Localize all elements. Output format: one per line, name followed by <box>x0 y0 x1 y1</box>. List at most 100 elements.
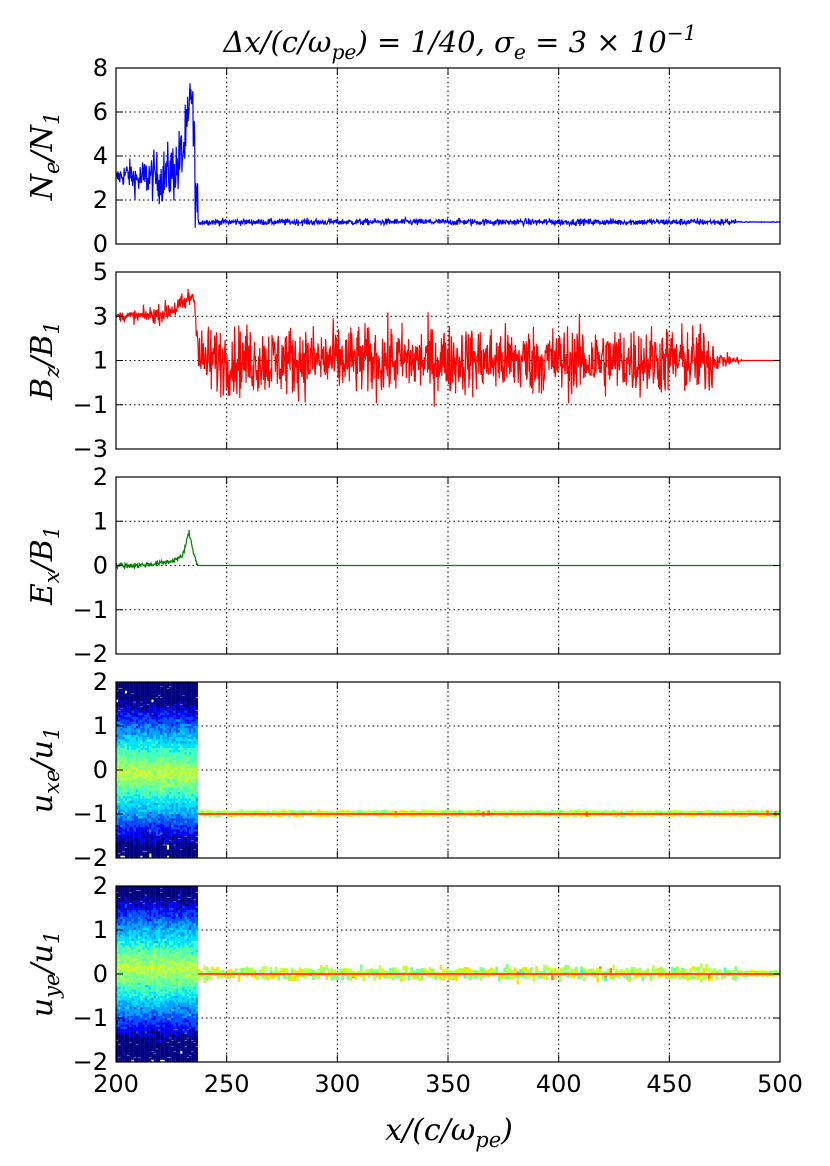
heatmap-cell <box>142 998 145 1003</box>
heatmap-cell <box>133 934 136 939</box>
heatmap-cell <box>149 998 152 1003</box>
heatmap-cell <box>146 956 150 961</box>
heatmap-cell <box>144 908 147 913</box>
heatmap-cell <box>191 695 194 700</box>
heatmap-cell <box>171 818 174 823</box>
heatmap-cell <box>162 785 165 790</box>
heatmap-cell <box>153 704 156 709</box>
heatmap-cell <box>144 912 147 917</box>
heatmap-cell <box>144 722 147 726</box>
heatmap-cell <box>120 693 123 698</box>
heatmap-cell <box>166 708 170 713</box>
heatmap-cell <box>135 805 139 810</box>
heatmap-cell <box>127 735 130 740</box>
heatmap-cell <box>144 996 147 1001</box>
heatmap-cell <box>122 761 125 766</box>
heatmap-cell <box>131 1044 134 1049</box>
heatmap-cell <box>135 851 139 856</box>
heatmap-cell <box>166 724 170 729</box>
heatmap-cell <box>149 974 152 979</box>
heatmap-cell <box>146 939 150 944</box>
heatmap-cell <box>131 928 134 933</box>
heatmap-cell <box>175 682 178 687</box>
heatmap-cell <box>184 746 187 751</box>
heatmap-cell <box>191 766 194 770</box>
heatmap-cell <box>131 816 134 821</box>
heatmap-cell <box>193 834 196 839</box>
heatmap-cell <box>131 985 134 990</box>
heatmap-cell <box>195 750 198 755</box>
heatmap-cell <box>122 910 125 915</box>
heatmap-cell <box>127 733 130 737</box>
heatmap-cell <box>191 730 194 735</box>
heatmap-cell <box>124 686 128 691</box>
heatmap-cell <box>173 755 176 759</box>
heatmap-cell <box>124 981 128 985</box>
heatmap-cell <box>162 697 165 702</box>
heatmap-cell <box>129 985 132 990</box>
heatmap-cell <box>116 970 119 974</box>
heatmap-cell <box>162 816 165 821</box>
heatmap-cell <box>142 836 145 841</box>
heatmap-cell <box>146 779 150 784</box>
heatmap-cell <box>144 711 147 715</box>
heatmap-cell <box>122 1029 125 1034</box>
heatmap-cell <box>127 976 130 981</box>
heatmap-cell <box>133 890 136 895</box>
heatmap-cell <box>135 956 139 961</box>
heatmap-cell <box>138 1027 141 1032</box>
heatmap-cell <box>146 1007 150 1012</box>
heatmap-cell <box>182 774 185 779</box>
heatmap-cell <box>189 757 192 762</box>
heatmap-cell <box>142 976 145 981</box>
heatmap-cell <box>142 779 145 784</box>
heatmap-cell <box>140 886 143 891</box>
heatmap-cell <box>180 818 183 823</box>
heatmap-cell <box>164 836 167 841</box>
heatmap-cell <box>155 768 159 773</box>
heatmap-cell <box>124 961 128 966</box>
heatmap-cell <box>195 744 198 748</box>
heatmap-cell <box>122 987 125 992</box>
heatmap-cell <box>186 741 190 746</box>
heatmap-cell <box>140 998 143 1003</box>
heatmap-cell <box>118 965 121 970</box>
heatmap-cell <box>135 932 139 937</box>
heatmap-cell <box>173 836 176 841</box>
heatmap-cell <box>129 816 132 821</box>
heatmap-cell <box>122 970 125 974</box>
heatmap-cell <box>129 917 132 922</box>
heatmap-cell <box>127 886 130 891</box>
heatmap-cell <box>138 890 141 895</box>
heatmap-cell <box>153 724 156 729</box>
heatmap-cell <box>131 943 134 948</box>
heatmap-cell <box>173 832 176 836</box>
heatmap-cell <box>133 912 136 917</box>
heatmap-cell <box>140 774 143 779</box>
heatmap-cell <box>155 783 159 788</box>
heatmap-cell <box>171 821 174 825</box>
heatmap-cell <box>118 766 121 770</box>
heatmap-cell <box>133 1044 136 1049</box>
heatmap-cell <box>146 921 150 926</box>
heatmap-cell <box>127 1000 130 1005</box>
heatmap-cell <box>177 682 181 685</box>
heatmap-cell <box>177 796 181 801</box>
heatmap-cell <box>186 702 190 707</box>
heatmap-cell <box>140 1014 143 1018</box>
heatmap-cell <box>175 851 178 856</box>
heatmap-cell <box>142 759 145 764</box>
y-tick-label: 1 <box>93 347 108 375</box>
heatmap-cell <box>155 814 159 819</box>
heatmap-cell <box>144 737 147 742</box>
heatmap-cell <box>133 823 136 828</box>
heatmap-cell <box>164 818 167 823</box>
heatmap-cell <box>135 1036 139 1040</box>
heatmap-cell <box>140 777 143 781</box>
heatmap-cell <box>124 908 128 913</box>
heatmap-cell <box>116 939 119 944</box>
heatmap-cell <box>171 812 174 817</box>
heatmap-cell <box>184 801 187 806</box>
heatmap-cell <box>133 737 136 742</box>
heatmap-cell <box>182 735 185 740</box>
